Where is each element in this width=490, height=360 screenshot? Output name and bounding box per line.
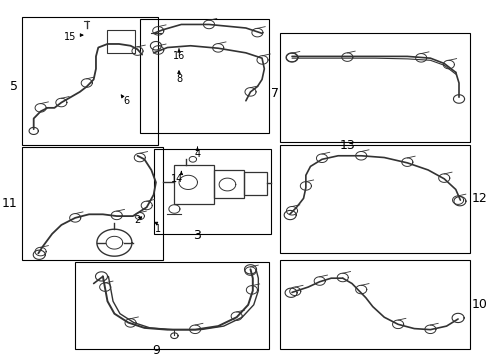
Text: 6: 6: [123, 96, 129, 106]
Text: 12: 12: [472, 192, 488, 205]
Text: 9: 9: [152, 345, 160, 357]
Text: 7: 7: [271, 87, 279, 100]
Text: 15: 15: [64, 32, 77, 42]
Text: 14: 14: [171, 174, 183, 184]
Text: 11: 11: [2, 197, 18, 210]
Text: 4: 4: [195, 149, 200, 159]
Text: 2: 2: [134, 215, 141, 225]
Text: 13: 13: [340, 139, 355, 152]
Text: 3: 3: [194, 229, 201, 242]
Text: 1: 1: [155, 224, 161, 234]
Text: 10: 10: [472, 298, 488, 311]
Text: 5: 5: [9, 80, 18, 93]
Text: 16: 16: [173, 51, 185, 62]
Text: 8: 8: [176, 75, 182, 85]
